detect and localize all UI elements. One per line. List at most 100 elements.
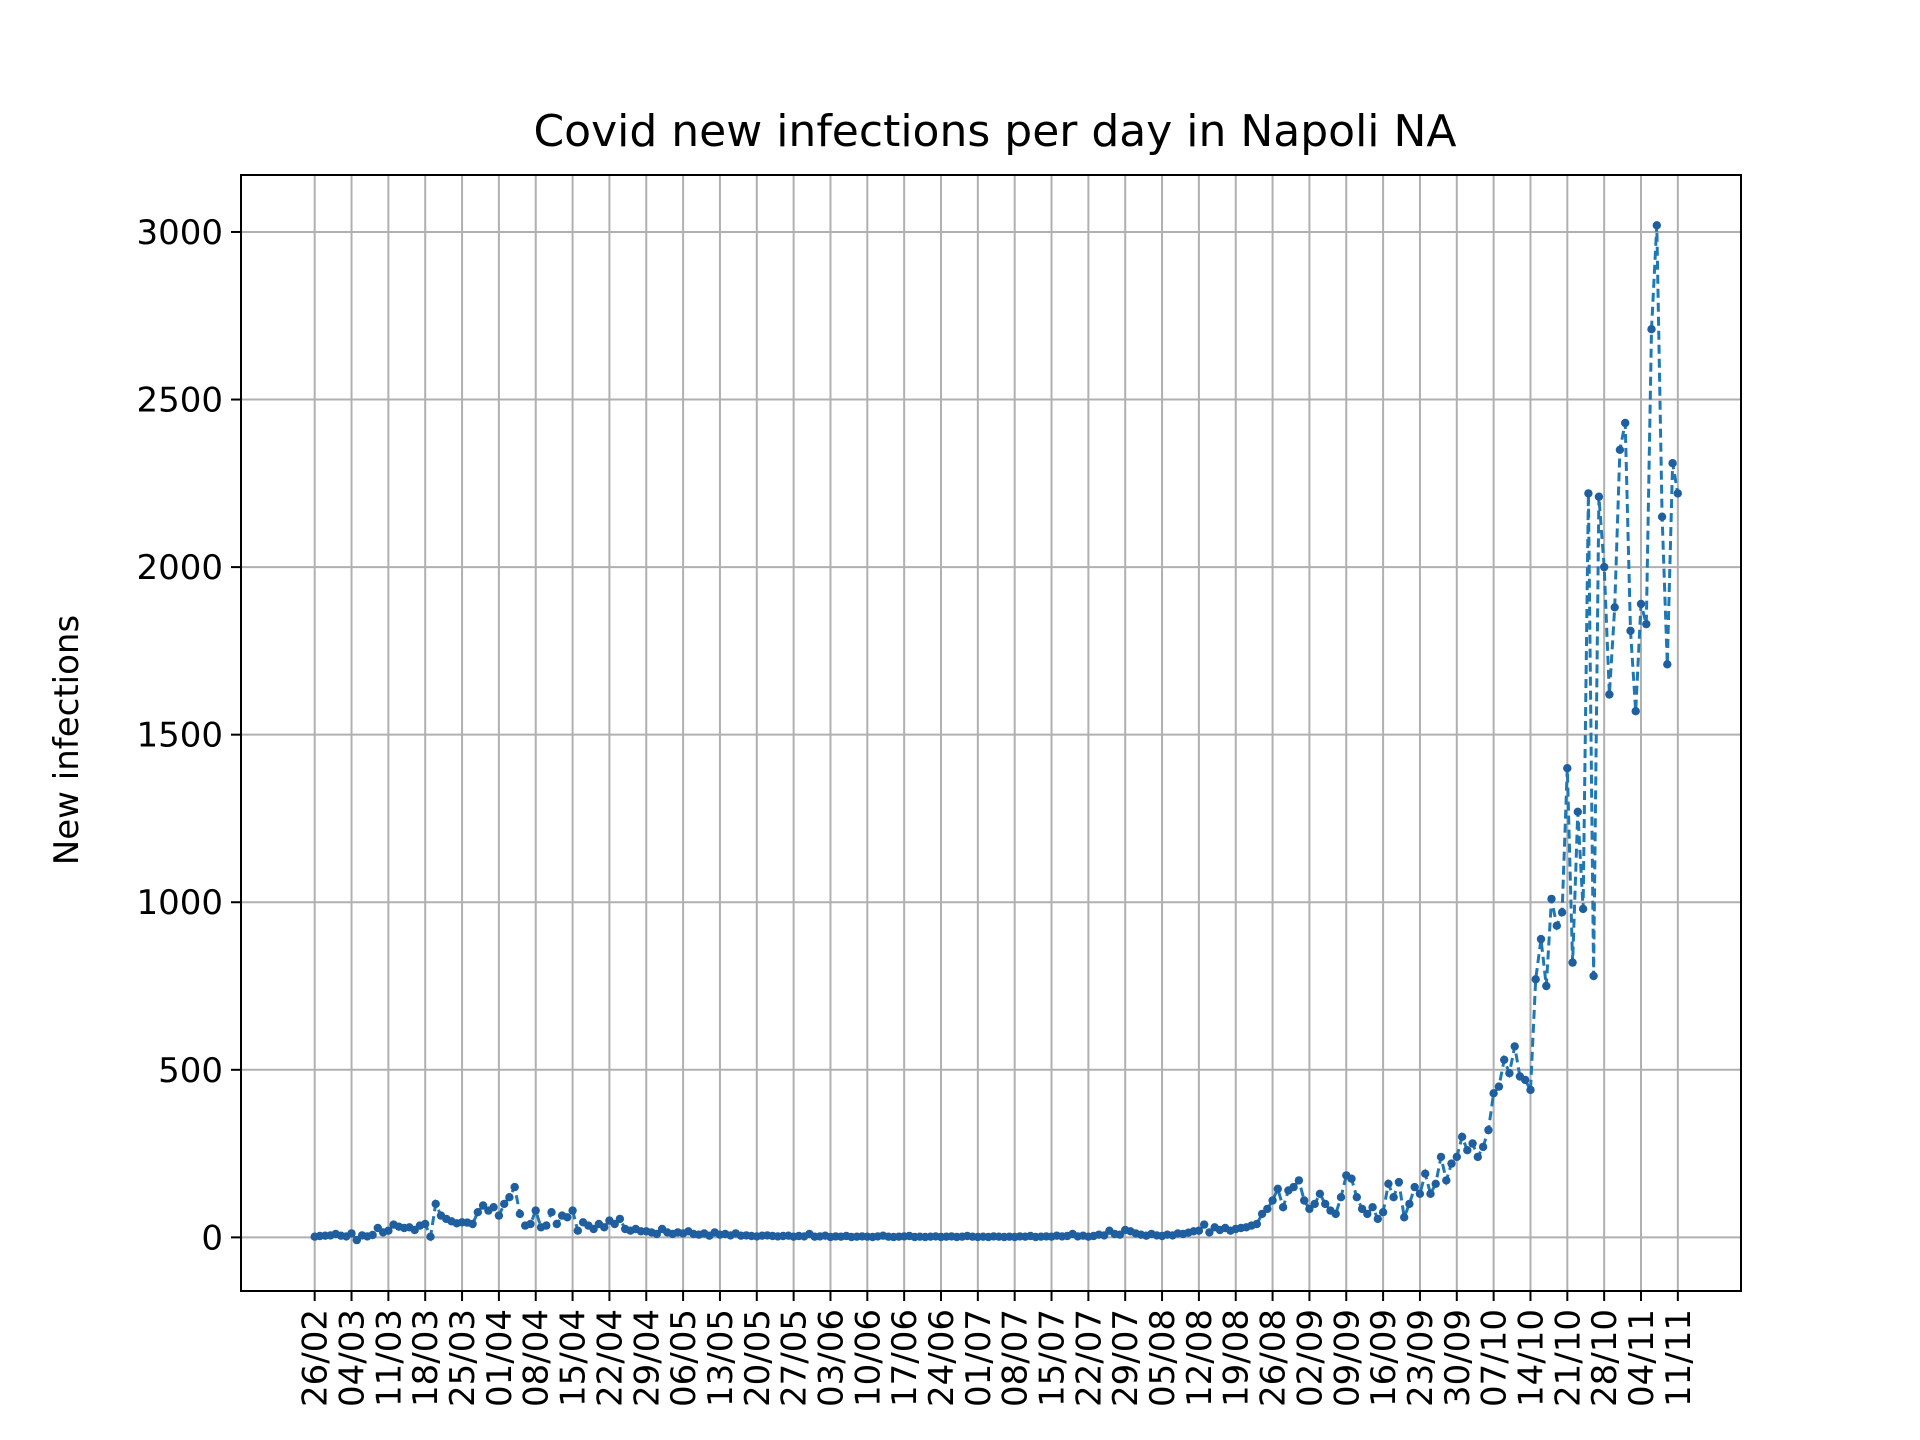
x-tick-label: 22/07 [1069, 1309, 1109, 1407]
data-point [1673, 489, 1683, 498]
data-point [1631, 707, 1640, 716]
x-tick-label: 11/11 [1659, 1309, 1699, 1407]
data-point [1478, 1142, 1488, 1152]
data-point [531, 1206, 540, 1215]
data-point [1373, 1214, 1383, 1224]
data-point [1200, 1220, 1209, 1229]
data-point [1457, 1132, 1467, 1142]
data-point [652, 1229, 661, 1239]
data-point [1347, 1174, 1356, 1183]
data-point [1505, 1069, 1514, 1078]
data-point [1473, 1152, 1483, 1162]
data-point [542, 1221, 551, 1230]
data-point [1484, 1125, 1493, 1135]
x-tick-label: 22/04 [590, 1309, 630, 1407]
data-point [547, 1208, 556, 1217]
chart-title: Covid new infections per day in Napoli N… [533, 106, 1456, 157]
x-tick-label: 06/05 [664, 1309, 704, 1407]
data-point [1368, 1203, 1377, 1212]
y-tick-label: 500 [158, 1051, 223, 1091]
data-point [1194, 1226, 1204, 1235]
data-point [1405, 1199, 1414, 1209]
data-point [1289, 1182, 1298, 1192]
x-tick-label: 08/04 [517, 1309, 557, 1407]
data-point [1352, 1193, 1362, 1202]
x-tick-label: 20/05 [738, 1309, 778, 1407]
data-point [1547, 894, 1556, 904]
data-point [1463, 1146, 1472, 1155]
data-point [1626, 626, 1635, 635]
data-point [473, 1208, 482, 1217]
data-point [1447, 1159, 1456, 1168]
data-point [1584, 489, 1593, 498]
x-tick-label: 05/08 [1143, 1309, 1183, 1407]
data-point [589, 1224, 598, 1234]
data-point [1452, 1152, 1462, 1162]
data-point [1557, 908, 1567, 917]
x-tick-label: 26/02 [296, 1309, 336, 1407]
data-point [568, 1206, 577, 1215]
x-tick-label: 15/07 [1033, 1309, 1073, 1407]
series-path [314, 225, 1680, 1243]
data-point [1410, 1182, 1419, 1192]
x-tick-label: 24/06 [922, 1309, 962, 1407]
data-point [1568, 958, 1577, 967]
y-tick-label: 1500 [136, 716, 223, 756]
x-tick-label: 04/03 [333, 1309, 373, 1407]
data-point [552, 1219, 561, 1229]
data-point [1489, 1089, 1498, 1098]
y-tick-label: 1000 [136, 883, 223, 923]
data-point [1205, 1228, 1214, 1237]
data-point [426, 1232, 435, 1241]
data-point [1589, 971, 1598, 981]
data-point [1436, 1152, 1446, 1162]
data-point [489, 1203, 498, 1212]
data-point [1415, 1189, 1425, 1199]
data-point [1468, 1139, 1477, 1148]
x-tick-label: 17/06 [885, 1309, 925, 1407]
data-point [1636, 599, 1646, 609]
data-point [1621, 418, 1630, 428]
data-point [1663, 660, 1672, 669]
data-point [1605, 690, 1614, 699]
data-point [347, 1229, 356, 1238]
x-tick-label: 26/08 [1254, 1309, 1294, 1407]
data-point [1615, 445, 1625, 454]
data-point [1647, 325, 1656, 334]
x-tick-label: 30/09 [1438, 1309, 1478, 1407]
data-point [1652, 221, 1662, 230]
y-tick-label: 2000 [136, 548, 223, 588]
plot-frame [240, 174, 1742, 1292]
x-tick-label: 03/06 [811, 1309, 851, 1407]
series-line [314, 225, 1680, 1243]
y-axis-ticks: 0 500 1000 1500 2000 2500 3000 [136, 213, 241, 1258]
data-point [500, 1199, 509, 1209]
data-point [1494, 1082, 1504, 1091]
x-tick-label: 04/11 [1622, 1309, 1662, 1407]
x-tick-label: 13/05 [701, 1309, 741, 1407]
data-point [1363, 1209, 1372, 1219]
data-point [1384, 1179, 1393, 1189]
data-point [510, 1182, 519, 1192]
data-point [1536, 934, 1546, 944]
x-tick-label: 07/10 [1475, 1309, 1515, 1407]
x-tick-label: 23/09 [1401, 1309, 1441, 1407]
data-point [1421, 1169, 1430, 1178]
data-point [1394, 1177, 1404, 1187]
data-point [1294, 1176, 1304, 1185]
grid-lines [241, 175, 1741, 1291]
data-point [431, 1199, 440, 1209]
data-point [1315, 1189, 1325, 1199]
y-tick-label: 0 [201, 1218, 223, 1258]
data-point [1310, 1199, 1319, 1209]
data-point [468, 1219, 477, 1229]
data-point [1300, 1196, 1309, 1205]
data-point [563, 1213, 572, 1222]
data-point [610, 1219, 619, 1229]
x-tick-label: 09/09 [1327, 1309, 1367, 1407]
data-point [368, 1230, 377, 1240]
x-tick-label: 27/05 [775, 1309, 815, 1407]
data-point [1668, 459, 1677, 468]
x-tick-label: 12/08 [1180, 1309, 1220, 1407]
data-point [1526, 1085, 1535, 1095]
